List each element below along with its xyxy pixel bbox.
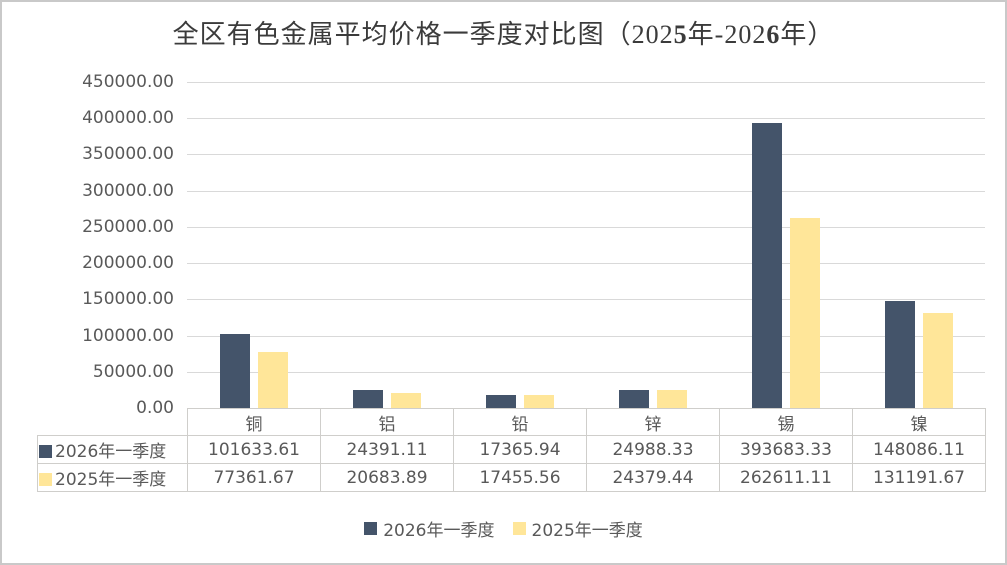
table-row-label: 2025年一季度 [37,463,188,492]
series-swatch-icon [39,473,52,486]
bar-series0-cat1 [353,390,383,408]
table-row: 2026年一季度 101633.61 24391.11 17365.94 24988.3… [37,435,986,464]
table-header-cell: 铜 [187,408,321,436]
y-axis-tick-label: 450000.00 [82,72,174,92]
gridline [187,118,985,120]
gridline [187,226,985,228]
bar-series1-cat4 [790,218,820,408]
gridline [187,190,985,192]
chart-title-text: 年） [780,20,835,49]
table-value-cell: 148086.11 [852,435,986,464]
table-value-cell: 24379.44 [586,463,720,492]
legend-label: 2025年一季度 [531,520,643,541]
chart-title-text: 6 [766,20,781,49]
table-value-cell: 131191.67 [852,463,986,492]
y-axis-tick-label: 200000.00 [82,253,174,274]
gridline [187,371,985,373]
bar-series0-cat5 [885,301,915,408]
bar-series1-cat2 [524,395,554,408]
table-header-cell: 铅 [453,408,587,436]
plot-area [187,82,985,408]
y-axis-tick-label: 300000.00 [82,180,174,201]
table-value-cell: 24391.11 [320,435,454,464]
table-header-cell: 铝 [320,408,454,436]
chart-title: 全区有色金属平均价格一季度对比图（2025年-2026年） [2,18,1005,52]
legend-label: 2026年一季度 [383,520,495,541]
gridline [187,335,985,337]
table-value-cell: 17365.94 [453,435,587,464]
table-row-label-text: 2026年一季度 [55,442,167,462]
table-corner-blank [38,409,188,436]
series-swatch-icon [39,445,52,458]
legend-swatch-icon [364,521,378,535]
gridline [187,263,985,265]
table-value-cell: 20683.89 [320,463,454,492]
table-value-cell: 17455.56 [453,463,587,492]
table-row: 2025年一季度 77361.67 20683.89 17455.56 24379.44… [37,463,986,492]
y-axis-tick-label: 100000.00 [82,325,174,346]
bar-series1-cat5 [923,313,953,408]
chart-title-text: 全区有色金属平均价格一季度对比图（202 [172,20,674,49]
gridline [187,154,985,156]
chart-title-text: 年-202 [687,20,767,49]
bar-series0-cat3 [619,390,649,408]
legend-item: 2026年一季度 [364,516,495,541]
gridline [187,82,985,83]
legend: 2026年一季度 2025年一季度 [2,514,1005,542]
bar-series1-cat0 [258,352,288,408]
table-header-cell: 镍 [852,408,986,436]
bar-series0-cat0 [220,334,250,408]
bar-series1-cat3 [657,390,687,408]
table-header-cell: 锌 [586,408,720,436]
data-table: 铜铝铅锌锡镍 2026年一季度 101633.61 24391.11 17365.94 2… [37,408,986,492]
table-value-cell: 101633.61 [187,435,321,464]
table-row-label-text: 2025年一季度 [55,470,167,490]
bar-series0-cat4 [752,123,782,408]
table-row-label: 2026年一季度 [37,435,188,464]
y-axis-tick-label: 0.00 [136,398,174,418]
table-value-cell: 393683.33 [719,435,853,464]
y-axis-tick-label: 400000.00 [82,108,174,129]
chart-title-text: 5 [673,20,688,49]
legend-swatch-icon [512,521,526,535]
y-axis-tick-label: 50000.00 [92,361,174,382]
legend-item: 2025年一季度 [512,516,643,541]
table-value-cell: 77361.67 [187,463,321,492]
table-value-cell: 24988.33 [586,435,720,464]
bar-series0-cat2 [486,395,516,408]
bar-series1-cat1 [391,393,421,408]
table-value-cell: 262611.11 [719,463,853,492]
gridline [187,299,985,301]
y-axis-tick-label: 250000.00 [82,216,174,237]
y-axis-tick-label: 150000.00 [82,289,174,310]
table-header-cell: 锡 [719,408,853,436]
y-axis-tick-label: 350000.00 [82,144,174,165]
